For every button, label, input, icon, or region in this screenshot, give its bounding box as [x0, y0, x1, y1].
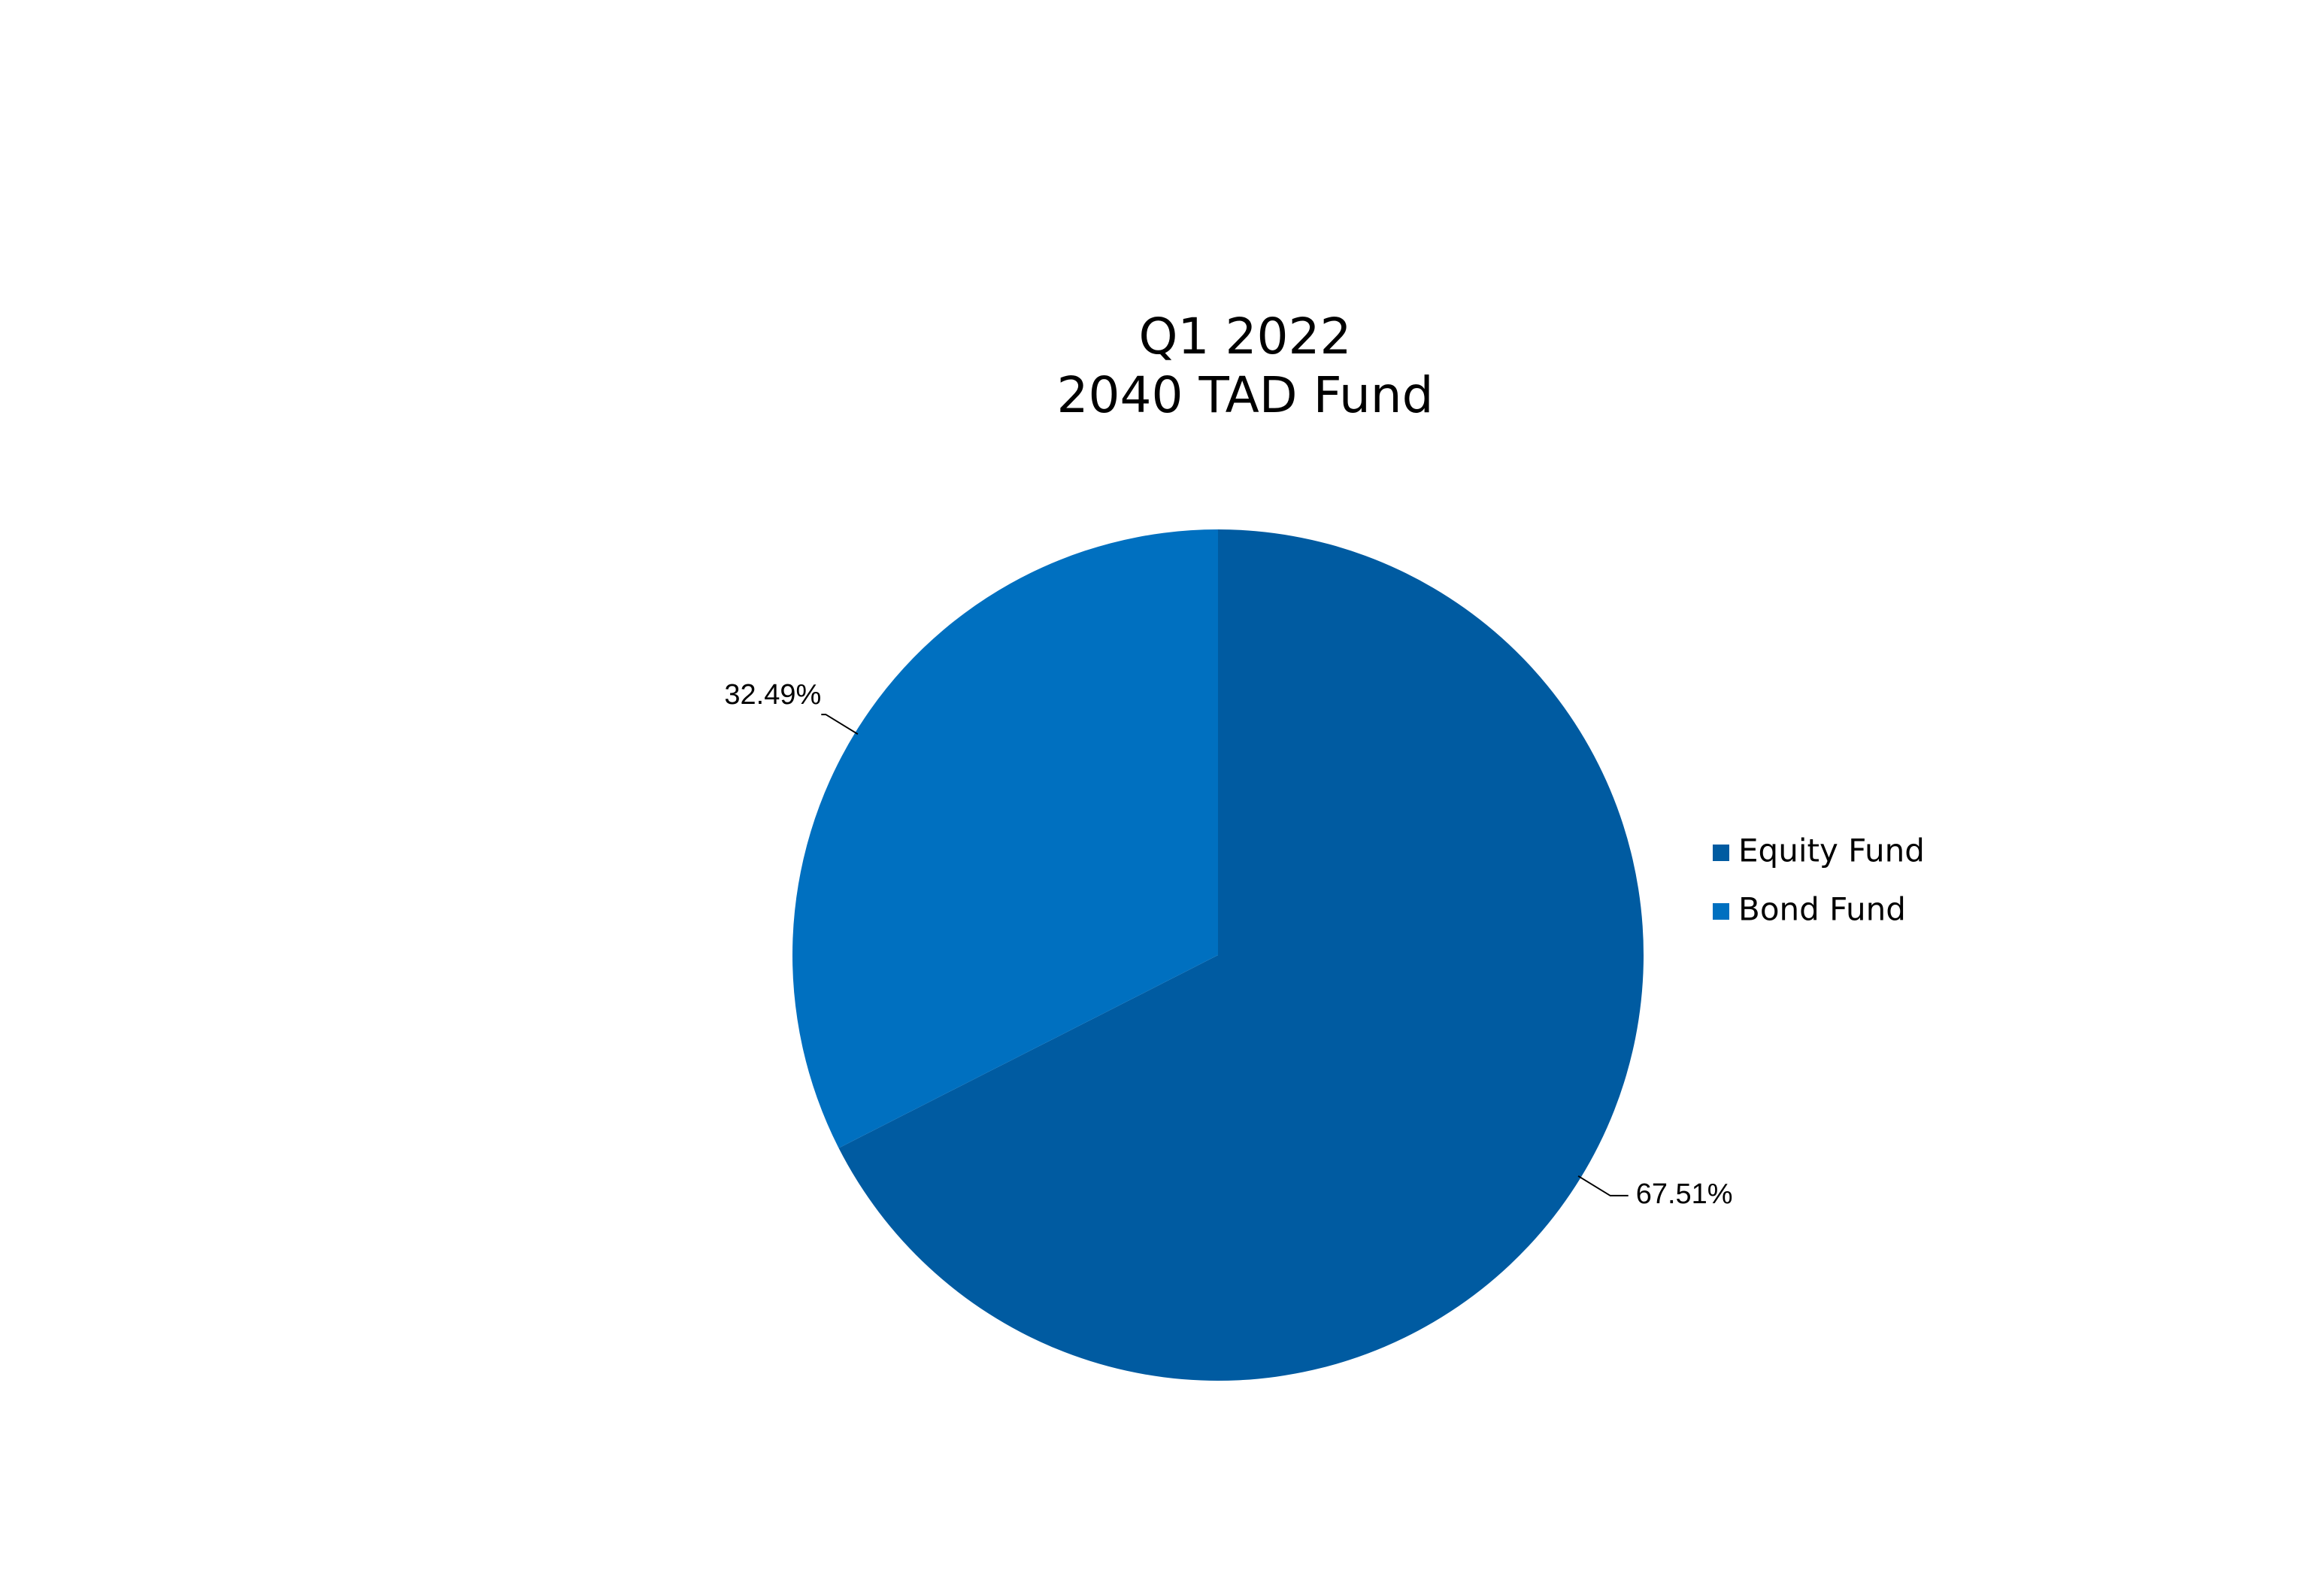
data-label: 32.49%: [724, 679, 821, 711]
pie-slice: [838, 529, 1644, 1381]
leader-line: [1577, 1175, 1629, 1196]
legend-label: Bond Fund: [1738, 891, 1906, 928]
legend-swatch: [1713, 903, 1729, 920]
data-label: 67.51%: [1636, 1178, 1733, 1210]
pie-slice: [792, 529, 1218, 1148]
chart-title: 2040 TAD Fund: [1057, 366, 1434, 424]
legend-swatch: [1713, 845, 1729, 861]
chart-title: Q1 2022: [1139, 308, 1352, 365]
legend-label: Equity Fund: [1738, 832, 1925, 869]
leader-line: [821, 714, 859, 735]
